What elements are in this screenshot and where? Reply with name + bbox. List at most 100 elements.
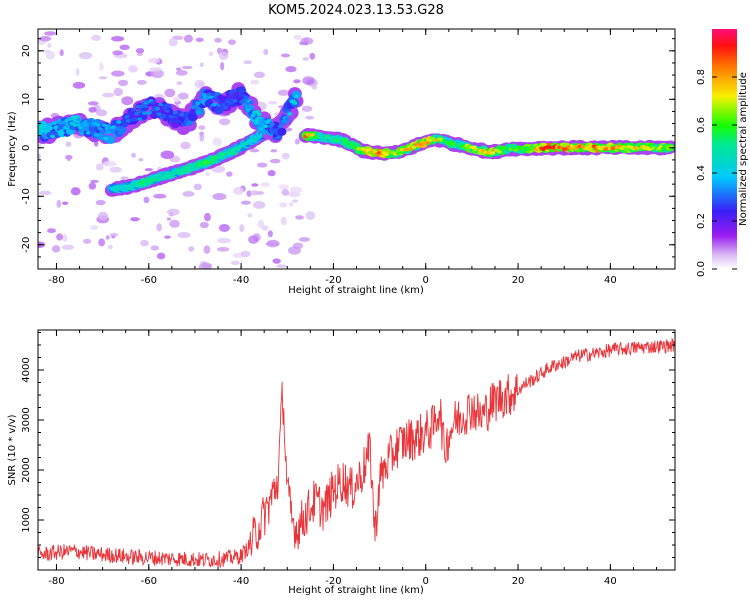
heatmap-cell <box>253 121 259 125</box>
heatmap-cell <box>50 134 56 139</box>
heatmap-cell <box>93 133 99 137</box>
heatmap-cell <box>253 71 266 79</box>
heatmap-cell <box>121 127 127 132</box>
heatmap-cell <box>232 186 244 195</box>
heatmap-cell <box>66 154 71 162</box>
heatmap-cell <box>292 101 298 105</box>
heatmap-cell <box>280 216 287 226</box>
snr-y-tick-label: 1000 <box>21 507 32 532</box>
heatmap-cell <box>197 110 203 115</box>
heatmap-cell <box>101 123 107 127</box>
heatmap-cell <box>211 102 217 107</box>
heatmap-cell <box>105 235 110 240</box>
spectrogram-y-axis: -20 -10 0 10 20 <box>21 38 675 270</box>
heatmap-cell <box>242 103 248 107</box>
heatmap-cell <box>293 79 301 84</box>
heatmap-cell <box>247 140 253 145</box>
snr-x-tick-label: -80 <box>48 576 64 587</box>
heatmap-cell <box>326 135 332 139</box>
heatmap-cell <box>61 120 67 125</box>
snr-x-axis: -80 -60 -40 -20 0 20 40 <box>48 330 658 587</box>
snr-y-tick-label: 3000 <box>21 407 32 432</box>
heatmap-cell <box>263 124 269 129</box>
heatmap-cell <box>88 182 97 190</box>
heatmap-cell <box>87 119 93 123</box>
heatmap-cell <box>205 172 211 177</box>
heatmap-cell <box>266 118 272 123</box>
heatmap-cell <box>188 246 195 252</box>
heatmap-cell <box>513 148 519 152</box>
heatmap-cell <box>278 184 289 190</box>
heatmap-cell <box>267 100 278 105</box>
spectrogram-y-tick-label: -10 <box>21 188 32 204</box>
heatmap-cell <box>59 49 64 57</box>
heatmap-cell <box>218 118 231 126</box>
heatmap-cell <box>48 126 54 131</box>
colorbar-tick-label: 0.4 <box>696 165 707 181</box>
heatmap-cell <box>44 31 57 36</box>
heatmap-cell <box>128 65 138 73</box>
heatmap-cell <box>98 238 106 247</box>
heatmap-cell <box>156 112 162 116</box>
heatmap-cell <box>53 125 59 130</box>
heatmap-cell <box>56 199 62 208</box>
heatmap-cell <box>156 223 162 232</box>
snr-y-label: SNR (10 * v/v) <box>7 414 18 485</box>
snr-y-axis: 1000 2000 3000 4000 <box>21 332 675 571</box>
heatmap-cell <box>270 149 278 153</box>
heatmap-cell <box>271 128 277 132</box>
heatmap-cell <box>267 169 276 177</box>
heatmap-cell <box>169 115 175 119</box>
heatmap-cell <box>198 125 206 130</box>
heatmap-cell <box>302 57 309 61</box>
heatmap-cell <box>203 245 211 254</box>
heatmap-cell <box>167 208 180 216</box>
heatmap-cell <box>39 35 52 42</box>
heatmap-cell <box>180 141 191 150</box>
heatmap-cell <box>281 189 290 196</box>
heatmap-cell <box>277 124 283 129</box>
heatmap-cell <box>256 112 262 117</box>
heatmap-cell <box>272 258 281 264</box>
heatmap-cell <box>289 186 303 194</box>
heatmap-cell <box>193 183 202 191</box>
snr-x-tick-label: 0 <box>423 576 429 587</box>
heatmap-cell <box>285 66 297 73</box>
heatmap-cell <box>150 245 159 251</box>
heatmap-cell <box>87 101 99 106</box>
heatmap-cell <box>103 136 109 141</box>
heatmap-cell <box>277 127 287 136</box>
heatmap-cell <box>266 239 280 248</box>
heatmap-cell <box>243 60 253 65</box>
heatmap-cell <box>305 115 315 120</box>
snr-series <box>38 337 675 569</box>
heatmap-cell <box>75 117 81 122</box>
heatmap-cell <box>294 138 300 145</box>
snr-line <box>38 337 675 569</box>
heatmap-cell <box>279 202 288 208</box>
heatmap-cell <box>246 190 252 197</box>
spectrogram-panel: -80 -60 -40 -20 0 20 40 -20 -10 0 10 20 Height of … <box>7 28 676 296</box>
heatmap-cell <box>155 106 161 111</box>
heatmap-cell <box>281 152 290 160</box>
spectrogram-image <box>38 31 675 269</box>
spectrogram-y-tick-label: 20 <box>21 44 32 57</box>
heatmap-cell <box>232 98 238 103</box>
heatmap-cell <box>209 92 215 97</box>
heatmap-cell <box>218 100 224 105</box>
heatmap-cell <box>135 47 145 54</box>
heatmap-cell <box>95 123 101 127</box>
heatmap-cell <box>164 235 171 239</box>
heatmap-cell <box>164 88 176 98</box>
heatmap-cell <box>276 135 282 140</box>
heatmap-cell <box>284 117 290 122</box>
colorbar-label: Normalized spectral amplitude <box>738 72 749 226</box>
colorbar-gradient <box>712 29 737 269</box>
heatmap-cell <box>311 85 318 90</box>
heatmap-cell <box>106 136 116 145</box>
heatmap-cell <box>153 193 167 199</box>
heatmap-cell <box>109 232 119 237</box>
heatmap-cell <box>292 199 298 203</box>
spectrogram-y-tick-label: 0 <box>21 145 32 151</box>
heatmap-cell <box>276 264 287 268</box>
